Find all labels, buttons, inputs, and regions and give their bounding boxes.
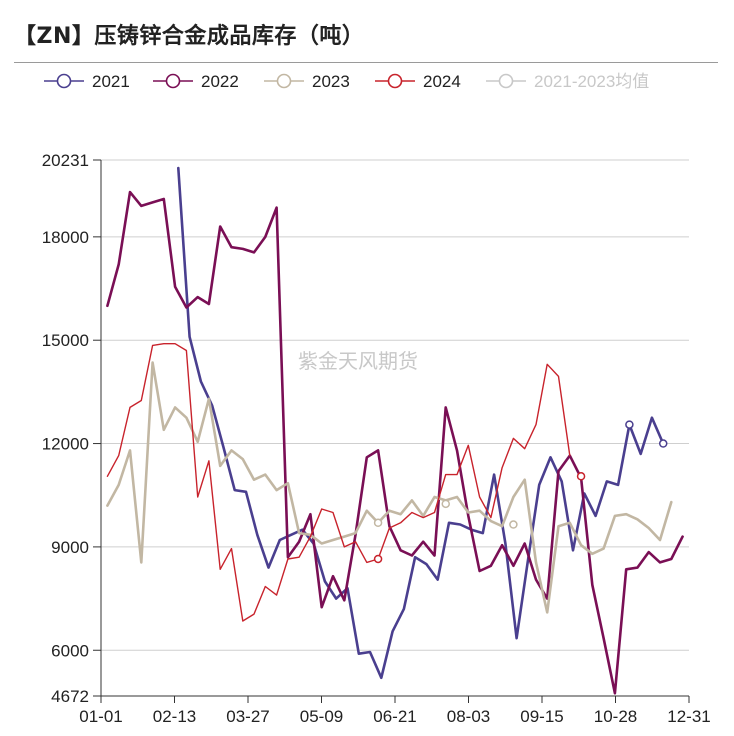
- series-marker: [373, 554, 383, 564]
- legend-item-2021-2023均值[interactable]: 2021-2023均值: [486, 72, 649, 91]
- x-tick-label: 09-15: [520, 707, 563, 726]
- series-line-2021: [177, 166, 665, 680]
- y-tick-label: 4672: [51, 687, 89, 706]
- legend-item-2024[interactable]: 2024: [375, 72, 461, 91]
- y-tick-label: 9000: [51, 538, 89, 557]
- x-tick-label: 06-21: [373, 707, 416, 726]
- legend-label: 2022: [201, 72, 239, 91]
- series-marker: [441, 499, 450, 509]
- x-tick-label: 01-01: [79, 707, 122, 726]
- legend[interactable]: 2021 2022 2023 2024 2021-2023均值: [44, 72, 649, 91]
- series-markers: [373, 420, 668, 564]
- title-divider: [14, 62, 718, 63]
- x-tick-label: 05-09: [300, 707, 343, 726]
- series-line-2022: [106, 190, 684, 695]
- x-tick-label: 12-31: [667, 707, 710, 726]
- legend-label: 2024: [423, 72, 461, 91]
- series-marker: [625, 420, 634, 429]
- legend-item-2021[interactable]: 2021: [44, 72, 130, 91]
- legend-label: 2021: [92, 72, 130, 91]
- y-tick-label: 12000: [42, 435, 89, 454]
- series-lines: [106, 166, 684, 695]
- legend-swatch-circle: [56, 73, 72, 89]
- x-tick-label: 08-03: [447, 707, 490, 726]
- x-tick-label: 02-13: [153, 707, 196, 726]
- series-marker: [576, 472, 586, 481]
- y-tick-label: 6000: [51, 641, 89, 660]
- legend-swatch-circle: [387, 73, 403, 89]
- y-tick-label: 15000: [42, 331, 89, 350]
- grid: [101, 159, 689, 697]
- axes: 4672 6000 9000 12000 15000 18000 20231 01-01 02-…: [42, 151, 711, 726]
- y-tick-label: 18000: [42, 228, 89, 247]
- legend-item-2023[interactable]: 2023: [264, 72, 350, 91]
- legend-swatch-circle: [498, 73, 514, 89]
- series-marker: [658, 439, 668, 448]
- series-marker: [509, 520, 518, 529]
- x-tick-label: 10-28: [594, 707, 637, 726]
- legend-label: 2023: [312, 72, 350, 91]
- legend-swatch-circle: [165, 73, 181, 89]
- watermark: 紫金天风期货: [298, 349, 418, 373]
- legend-swatch-circle: [276, 73, 292, 89]
- legend-item-2022[interactable]: 2022: [153, 72, 239, 91]
- series-marker: [373, 518, 383, 528]
- x-tick-label: 03-27: [226, 707, 269, 726]
- series-line-2024: [106, 343, 571, 622]
- chart-title: 【ZN】压铸锌合金成品库存（吨）: [14, 24, 365, 49]
- y-tick-label: 20231: [42, 151, 89, 170]
- series-line-2023: [106, 361, 673, 614]
- legend-label: 2021-2023均值: [534, 72, 649, 91]
